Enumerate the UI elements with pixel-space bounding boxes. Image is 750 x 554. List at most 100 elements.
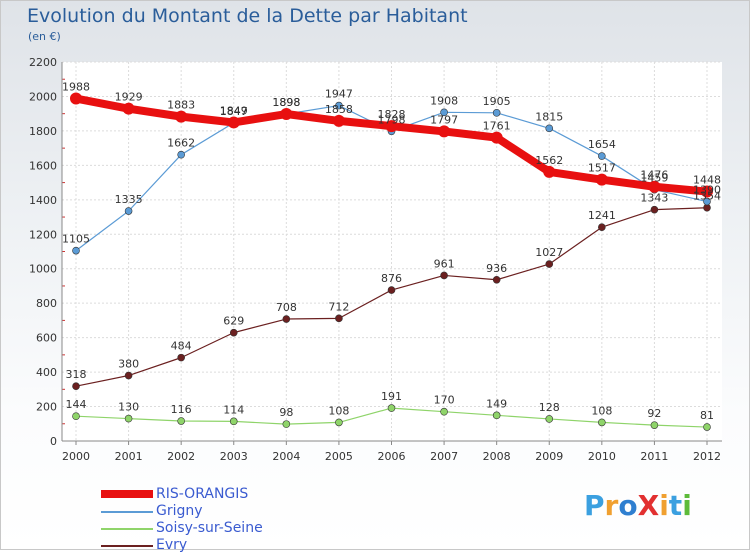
data-point (650, 421, 659, 429)
data-label: 1335 (115, 193, 143, 206)
y-tick-label: 1600 (29, 159, 57, 172)
data-point (703, 423, 711, 431)
data-point (598, 152, 606, 160)
data-label: 1815 (535, 110, 563, 123)
data-point (703, 197, 711, 206)
data-label: 629 (223, 315, 244, 328)
data-label: 144 (66, 398, 87, 411)
data-point (229, 417, 238, 426)
legend-swatch-soisy (101, 528, 153, 530)
data-label: 1883 (167, 99, 195, 112)
data-point (124, 371, 133, 380)
data-point (124, 414, 133, 423)
data-point (595, 173, 608, 186)
data-point (385, 120, 398, 133)
data-point (650, 205, 659, 214)
data-point (227, 116, 240, 129)
x-tick-label: 2010 (588, 450, 616, 463)
data-label: 1988 (62, 81, 90, 94)
data-point (229, 328, 238, 337)
data-label: 484 (171, 340, 192, 353)
data-point (490, 131, 503, 144)
x-tick-label: 2011 (640, 450, 668, 463)
chart-subtitle: (en €) (28, 30, 61, 43)
data-label: 92 (647, 407, 661, 420)
y-tick-label: 1000 (29, 263, 57, 276)
proxiti-logo: ProXiti (584, 489, 692, 522)
y-tick-label: 2200 (29, 56, 57, 69)
data-label: 1858 (325, 103, 353, 116)
data-label: 1241 (588, 209, 616, 222)
data-label: 1761 (483, 120, 511, 133)
y-tick-label: 2000 (29, 90, 57, 103)
data-label: 708 (276, 301, 297, 314)
data-point (648, 180, 661, 193)
logo-letter: i (659, 489, 669, 522)
x-tick-label: 2001 (115, 450, 143, 463)
data-point (335, 101, 343, 110)
data-point (440, 407, 448, 416)
data-label: 108 (591, 404, 612, 417)
data-point (440, 108, 448, 117)
data-point (701, 185, 713, 198)
y-tick-label: 1800 (29, 125, 57, 138)
data-label: 1476 (640, 169, 668, 182)
data-point (124, 207, 133, 215)
data-point (177, 417, 185, 425)
chart-title: Evolution du Montant de la Dette par Hab… (27, 5, 468, 27)
y-tick-label: 400 (36, 366, 57, 379)
data-label: 1027 (535, 246, 563, 259)
data-label: 1908 (430, 94, 458, 107)
data-point (282, 315, 291, 323)
data-point (175, 110, 188, 123)
data-label: 1798 (378, 113, 406, 126)
data-label: 936 (486, 262, 507, 275)
data-point (335, 314, 343, 323)
data-label: 1448 (693, 174, 721, 187)
data-point (387, 286, 396, 294)
data-label: 1562 (535, 154, 563, 167)
data-label: 1105 (62, 233, 90, 246)
data-label: 1354 (693, 190, 721, 203)
data-label: 114 (223, 403, 244, 416)
x-tick-label: 2009 (535, 450, 563, 463)
data-label: 876 (381, 272, 402, 285)
data-point (70, 92, 82, 105)
data-point (545, 415, 554, 423)
data-label: 1390 (693, 184, 721, 197)
data-label: 81 (700, 409, 714, 422)
legend-swatch-ris-orangis (101, 490, 153, 498)
data-point (280, 108, 293, 121)
data-label: 712 (328, 300, 349, 313)
data-label: 130 (118, 401, 139, 414)
data-point (332, 114, 345, 127)
data-label: 170 (434, 394, 455, 407)
data-point (545, 260, 554, 268)
data-label: 1929 (115, 91, 143, 104)
data-point (545, 124, 554, 133)
data-point (282, 420, 291, 428)
data-label: 98 (279, 406, 293, 419)
data-label: 108 (328, 404, 349, 417)
legend-label-evry: Evry (156, 537, 188, 553)
data-point (492, 275, 501, 284)
x-tick-label: 2002 (167, 450, 195, 463)
logo-letter: r (604, 489, 619, 522)
data-label: 961 (434, 257, 455, 270)
data-point (492, 411, 501, 420)
data-point (177, 353, 185, 362)
legend-swatch-evry (101, 545, 153, 547)
y-tick-label: 800 (36, 297, 57, 310)
data-point (335, 418, 343, 427)
x-tick-label: 2003 (220, 450, 248, 463)
logo-letter: X (637, 489, 660, 522)
logo-letter: i (682, 489, 692, 522)
y-tick-label: 0 (50, 435, 57, 448)
y-tick-label: 1400 (29, 194, 57, 207)
data-point (122, 102, 135, 115)
data-point (438, 125, 451, 138)
legend-swatch-grigny (101, 511, 153, 513)
y-tick-label: 200 (36, 401, 57, 414)
data-label: 116 (171, 403, 192, 416)
